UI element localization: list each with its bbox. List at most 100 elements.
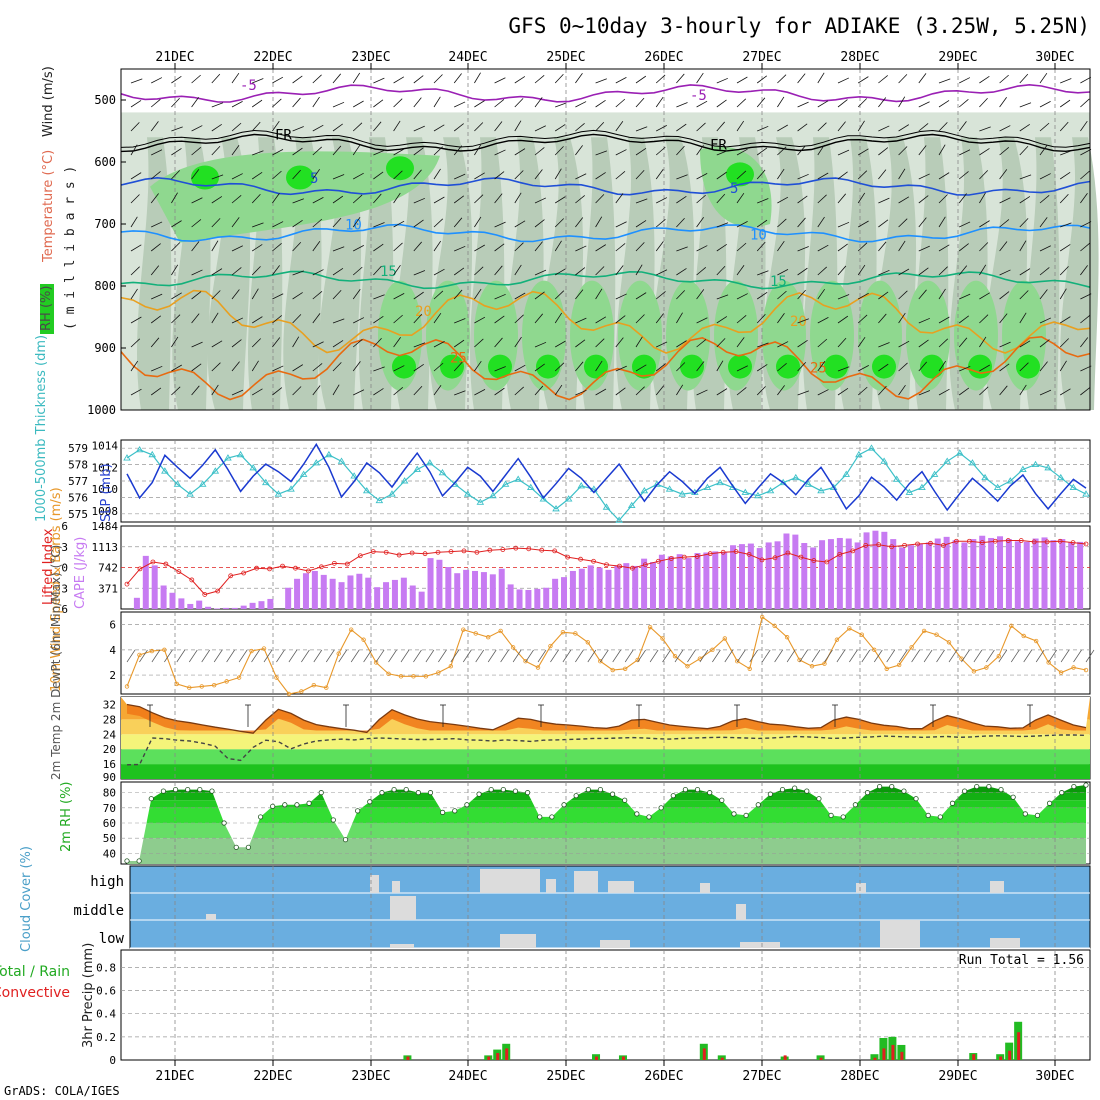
thickness-point — [892, 475, 901, 482]
wind-barb — [635, 169, 645, 180]
surface-wind-barb — [313, 649, 323, 663]
cape-bar — [890, 539, 897, 609]
wind-point — [535, 665, 541, 670]
wind-barb — [716, 222, 729, 228]
rh-point — [160, 788, 167, 794]
wind-barb — [898, 240, 906, 252]
rh-band — [127, 792, 1086, 801]
wind-barb — [433, 196, 445, 204]
rh-point — [658, 805, 664, 811]
surface-wind-barb — [699, 649, 709, 663]
wind-point — [211, 682, 217, 688]
wind-point — [1071, 665, 1076, 670]
wind-barb — [756, 219, 768, 228]
wind-barb — [1019, 174, 1032, 180]
wind-barb — [1039, 217, 1048, 228]
surface-wind-barb — [1060, 649, 1070, 663]
wind-barb — [878, 169, 887, 180]
wind-barb — [211, 384, 219, 396]
wind-barb — [655, 146, 666, 156]
wind-barb — [514, 192, 522, 204]
thickness-point — [400, 477, 409, 484]
wind-barb — [938, 172, 950, 180]
thickness-point — [161, 467, 169, 474]
wind-barb — [393, 314, 403, 324]
wind-barb — [312, 241, 321, 252]
rh-point — [1034, 812, 1041, 819]
wind-barb — [979, 148, 990, 156]
wind-barb — [958, 387, 970, 396]
wind-point — [884, 666, 889, 671]
rh-point — [986, 783, 992, 790]
cloud-bar-high — [700, 883, 710, 893]
wind-point — [735, 659, 740, 664]
wind-barb — [554, 218, 564, 228]
wind-barb — [454, 390, 466, 396]
wind-point — [473, 631, 478, 636]
wind-barb — [858, 220, 869, 228]
wind-barb — [1019, 240, 1027, 252]
wind-barb — [595, 360, 603, 372]
cape-bar — [899, 547, 906, 609]
wind-barb — [191, 291, 202, 300]
wind-barb — [1019, 384, 1027, 396]
lifted-point — [383, 549, 389, 555]
rh-point — [913, 796, 919, 802]
wind-barb — [312, 124, 324, 132]
wind-barb — [1039, 317, 1052, 324]
rh-point — [257, 814, 264, 820]
date-label: 25DEC — [546, 1069, 585, 1084]
wind-barb — [151, 77, 163, 84]
wind-barb — [1060, 150, 1072, 156]
wind-barb — [1059, 316, 1071, 324]
wind-barb — [837, 387, 849, 396]
rh-point — [172, 786, 179, 793]
wind-barb — [171, 336, 179, 348]
surface-wind-barb — [587, 649, 597, 663]
contour-label: 5 — [310, 171, 318, 187]
wind-barb — [615, 243, 626, 252]
rh-point — [1059, 790, 1065, 796]
thickness-point — [249, 464, 257, 471]
thickness-point — [552, 505, 560, 512]
wind-barb — [272, 76, 284, 84]
wind-barb — [312, 290, 323, 300]
wind-point — [386, 671, 391, 677]
wind-barb — [696, 72, 704, 84]
wind-barb — [150, 265, 160, 276]
wind-barb — [151, 293, 163, 300]
wind-barb — [595, 316, 607, 324]
thickness-point — [413, 465, 422, 472]
wind-barb — [413, 363, 424, 372]
wind-barb — [938, 78, 951, 84]
wind-point — [1033, 638, 1039, 644]
wind-barb — [292, 97, 301, 108]
wind-barb — [736, 337, 745, 348]
rh-shade-saturated — [536, 354, 560, 379]
wind-barb — [292, 147, 303, 156]
rh-point — [270, 803, 276, 809]
lifted-point — [694, 554, 700, 559]
rh-point — [585, 786, 591, 793]
wind-barb — [151, 365, 163, 372]
wind-barb — [332, 246, 345, 252]
wind-barb — [797, 289, 806, 300]
wind-barb — [453, 195, 465, 204]
thickness-point — [943, 457, 951, 464]
wind-barb — [676, 290, 686, 300]
wind-barb — [353, 100, 364, 108]
lifted-point — [176, 569, 182, 575]
wind-barb — [777, 385, 785, 396]
lifted-point — [228, 573, 234, 579]
lifted-point — [889, 544, 895, 550]
lifted-point — [1044, 539, 1050, 545]
cape-bar — [311, 570, 318, 609]
chart-title: GFS 0~10day 3-hourly for ADIAKE (3.25W, … — [508, 14, 1090, 38]
rh-point — [1083, 782, 1089, 788]
wind-barb — [151, 221, 163, 228]
wind-barb — [554, 73, 564, 84]
rh-point — [221, 820, 227, 826]
wind-barb — [292, 126, 304, 132]
lifted-point — [306, 568, 311, 574]
thickness-point — [842, 470, 851, 477]
